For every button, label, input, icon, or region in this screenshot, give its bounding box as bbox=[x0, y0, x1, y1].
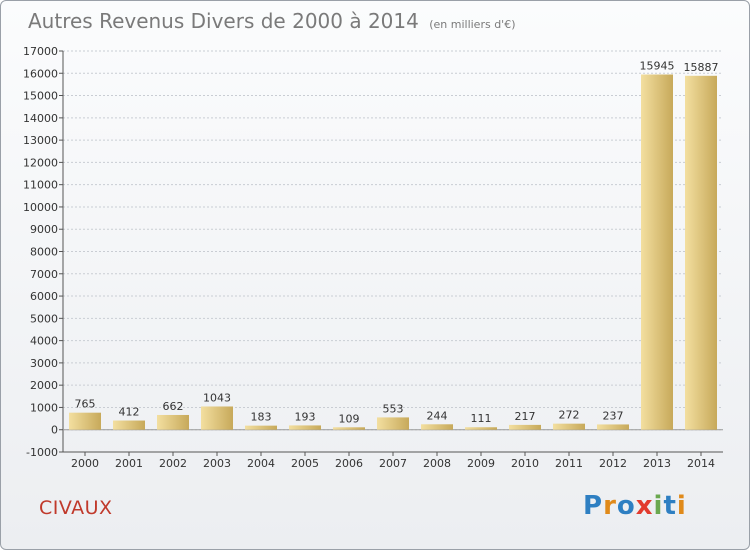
proxiti-logo: Proxiti bbox=[583, 491, 687, 521]
data-label: 183 bbox=[251, 411, 272, 424]
data-label: 765 bbox=[75, 398, 96, 411]
x-tick-label: 2003 bbox=[203, 457, 231, 470]
logo-letter: i bbox=[653, 491, 664, 521]
bar bbox=[69, 412, 101, 430]
y-tick-label: 4000 bbox=[30, 335, 58, 348]
y-tick-label: 10000 bbox=[23, 201, 58, 214]
town-name: CIVAUX bbox=[39, 497, 113, 519]
y-tick-label: 2000 bbox=[30, 379, 58, 392]
y-tick-label: 0 bbox=[51, 424, 58, 437]
y-tick-label: 1000 bbox=[30, 401, 58, 414]
x-tick-label: 2000 bbox=[71, 457, 99, 470]
x-tick-label: 2012 bbox=[599, 457, 627, 470]
x-tick-label: 2009 bbox=[467, 457, 495, 470]
data-label: 412 bbox=[119, 406, 140, 419]
y-tick-label: 9000 bbox=[30, 223, 58, 236]
bar bbox=[201, 406, 233, 430]
y-tick-label: 3000 bbox=[30, 357, 58, 370]
data-label: 15887 bbox=[684, 61, 719, 74]
bar bbox=[113, 420, 145, 430]
bar bbox=[157, 414, 189, 430]
x-tick-label: 2006 bbox=[335, 457, 363, 470]
bar bbox=[553, 423, 585, 430]
y-tick-label: -1000 bbox=[26, 446, 58, 459]
logo-letter: i bbox=[676, 491, 687, 521]
x-tick-label: 2011 bbox=[555, 457, 583, 470]
y-tick-label: 14000 bbox=[23, 112, 58, 125]
logo-letter: t bbox=[663, 491, 677, 521]
y-tick-label: 7000 bbox=[30, 268, 58, 281]
data-label: 15945 bbox=[640, 60, 675, 73]
x-tick-label: 2001 bbox=[115, 457, 143, 470]
x-tick-label: 2002 bbox=[159, 457, 187, 470]
y-tick-label: 11000 bbox=[23, 179, 58, 192]
y-tick-label: 6000 bbox=[30, 290, 58, 303]
bar bbox=[377, 417, 409, 430]
data-label: 272 bbox=[559, 409, 580, 422]
x-tick-label: 2005 bbox=[291, 457, 319, 470]
y-tick-label: 5000 bbox=[30, 312, 58, 325]
data-label: 1043 bbox=[203, 391, 231, 404]
data-label: 244 bbox=[427, 409, 448, 422]
bar bbox=[465, 427, 497, 430]
bar bbox=[333, 427, 365, 430]
data-label: 193 bbox=[295, 410, 316, 423]
chart-title: Autres Revenus Divers de 2000 à 2014 (en… bbox=[28, 9, 516, 33]
y-tick-label: 8000 bbox=[30, 246, 58, 259]
y-tick-label: 12000 bbox=[23, 156, 58, 169]
bar bbox=[641, 74, 673, 430]
data-label: 237 bbox=[603, 409, 624, 422]
chart-unit-note: (en milliers d'€) bbox=[429, 18, 516, 31]
data-label: 109 bbox=[339, 412, 360, 425]
logo-letter: x bbox=[635, 491, 654, 521]
data-label: 111 bbox=[471, 412, 492, 425]
data-label: 662 bbox=[163, 400, 184, 413]
y-tick-label: 17000 bbox=[23, 45, 58, 58]
y-tick-label: 13000 bbox=[23, 134, 58, 147]
bar bbox=[509, 424, 541, 430]
bar bbox=[245, 425, 277, 430]
y-tick-label: 16000 bbox=[23, 67, 58, 80]
x-tick-label: 2014 bbox=[687, 457, 715, 470]
chart-title-text: Autres Revenus Divers de 2000 à 2014 bbox=[28, 9, 419, 33]
x-tick-label: 2004 bbox=[247, 457, 275, 470]
bar bbox=[685, 75, 717, 430]
y-tick-label: 15000 bbox=[23, 90, 58, 103]
logo-letter: P bbox=[583, 491, 604, 521]
x-tick-label: 2010 bbox=[511, 457, 539, 470]
x-tick-label: 2007 bbox=[379, 457, 407, 470]
x-tick-label: 2008 bbox=[423, 457, 451, 470]
data-label: 553 bbox=[383, 402, 404, 415]
logo-letter: o bbox=[616, 491, 636, 521]
logo-letter: r bbox=[603, 491, 617, 521]
bar bbox=[289, 425, 321, 430]
bar bbox=[421, 424, 453, 430]
bar bbox=[597, 424, 629, 430]
x-tick-label: 2013 bbox=[643, 457, 671, 470]
data-label: 217 bbox=[515, 410, 536, 423]
